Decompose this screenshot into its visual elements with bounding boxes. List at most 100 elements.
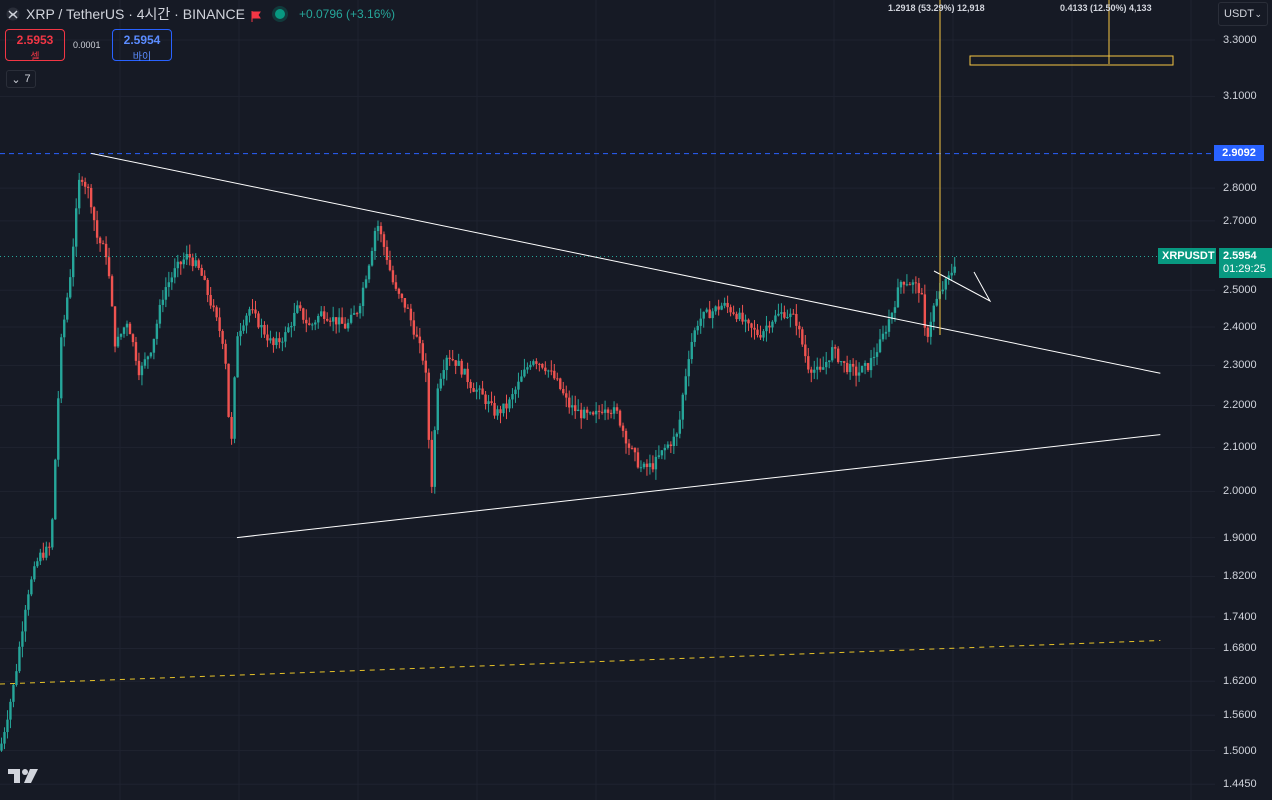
candle-body [170, 277, 174, 283]
candle-body [857, 372, 861, 376]
candle-body [627, 443, 631, 448]
candle-body [239, 330, 242, 337]
candle-body [950, 272, 953, 276]
price-tick-label: 3.1000 [1223, 90, 1257, 103]
candle-body [182, 259, 185, 265]
candle-body [875, 352, 879, 357]
candle-body [669, 444, 673, 447]
xrp-logo-icon [6, 7, 20, 21]
candle-body [287, 327, 290, 333]
candle-body [185, 254, 188, 260]
candle-body [854, 366, 858, 376]
candle-body [272, 338, 275, 346]
flag-icon [251, 9, 261, 22]
price-tick-label: 1.4450 [1223, 778, 1257, 791]
candle-body [687, 359, 690, 377]
candle-body [6, 719, 9, 733]
candle-body [738, 312, 741, 320]
candle-body [484, 394, 487, 405]
candle-body [418, 336, 422, 344]
candle-body [514, 389, 517, 395]
candle-body [451, 359, 454, 361]
candle-body [562, 388, 565, 394]
candle-body [430, 439, 433, 487]
candle-body [630, 447, 634, 449]
candle-body [152, 338, 156, 353]
candle-body [929, 321, 933, 337]
candle-body [860, 365, 864, 373]
candle-body [696, 325, 699, 331]
candle-body [358, 306, 362, 314]
candle-body [191, 257, 194, 267]
candle-body [302, 308, 305, 320]
candle-body [816, 366, 819, 370]
candle-body [113, 306, 117, 347]
candle-body [51, 519, 54, 548]
candle-body [110, 276, 114, 307]
price-tick-label: 2.7000 [1223, 214, 1257, 227]
candle-body [92, 207, 96, 221]
candle-body [813, 369, 816, 373]
candle-body [3, 732, 6, 744]
tradingview-logo-icon[interactable] [6, 766, 40, 786]
candle-body [308, 323, 311, 325]
candle-body [839, 361, 843, 363]
candle-body [12, 684, 15, 702]
indicator-toggle-button[interactable]: ⌄ 7 [6, 70, 36, 88]
candle-body [511, 394, 514, 400]
candle-body [233, 377, 236, 439]
candle-body [299, 305, 302, 309]
candle-body [39, 552, 42, 562]
candle-body [278, 338, 281, 343]
candle-body [496, 409, 499, 416]
sell-label: 셀 [30, 52, 40, 63]
candle-body [902, 281, 906, 285]
candle-body [101, 243, 105, 245]
symbol-price-label: XRPUSDT [1158, 247, 1216, 264]
candle-body [714, 306, 717, 312]
candle-body [941, 289, 944, 292]
candle-body [131, 334, 135, 343]
candle-body [863, 363, 867, 366]
candle-body [107, 257, 111, 277]
candle-body [382, 234, 386, 247]
price-tick-label: 2.3000 [1223, 359, 1257, 372]
candle-body [615, 407, 619, 411]
price-tick-label: 2.2000 [1223, 399, 1257, 412]
candle-body [221, 331, 224, 344]
candle-body [786, 317, 789, 319]
candle-body [122, 327, 126, 334]
candle-body [388, 260, 392, 271]
price-tick-label: 1.6200 [1223, 675, 1257, 688]
candle-body [666, 444, 670, 448]
candle-body [296, 305, 299, 313]
price-tick-label: 1.5000 [1223, 744, 1257, 757]
sell-button[interactable]: 2.5953 셀 [5, 29, 65, 63]
candle-body [768, 325, 771, 328]
trendline-wedge [933, 270, 992, 303]
candle-body [597, 410, 601, 412]
candle-body [508, 399, 511, 409]
currency-selector[interactable]: USDT ⌄ [1218, 2, 1268, 26]
candle-body [188, 254, 191, 258]
buy-button[interactable]: 2.5954 바이 [112, 29, 172, 63]
candle-body [421, 343, 425, 361]
candle-body [209, 294, 212, 306]
candle-body [926, 327, 930, 337]
candle-body [822, 367, 825, 370]
candle-body [104, 243, 108, 258]
candle-body [711, 311, 714, 319]
candle-body [582, 409, 586, 419]
candle-body [146, 356, 150, 360]
candle-body [373, 231, 377, 252]
candle-body [565, 393, 568, 398]
candle-body [499, 409, 502, 414]
symbol-title[interactable]: XRP / TetherUS · 4시간 · BINANCE [26, 6, 245, 22]
candle-body [836, 348, 840, 363]
price-tick-label: 1.8200 [1223, 570, 1257, 583]
candle-body [281, 341, 284, 343]
candle-body [633, 448, 637, 453]
candle-body [699, 318, 702, 326]
candle-body [660, 450, 664, 456]
